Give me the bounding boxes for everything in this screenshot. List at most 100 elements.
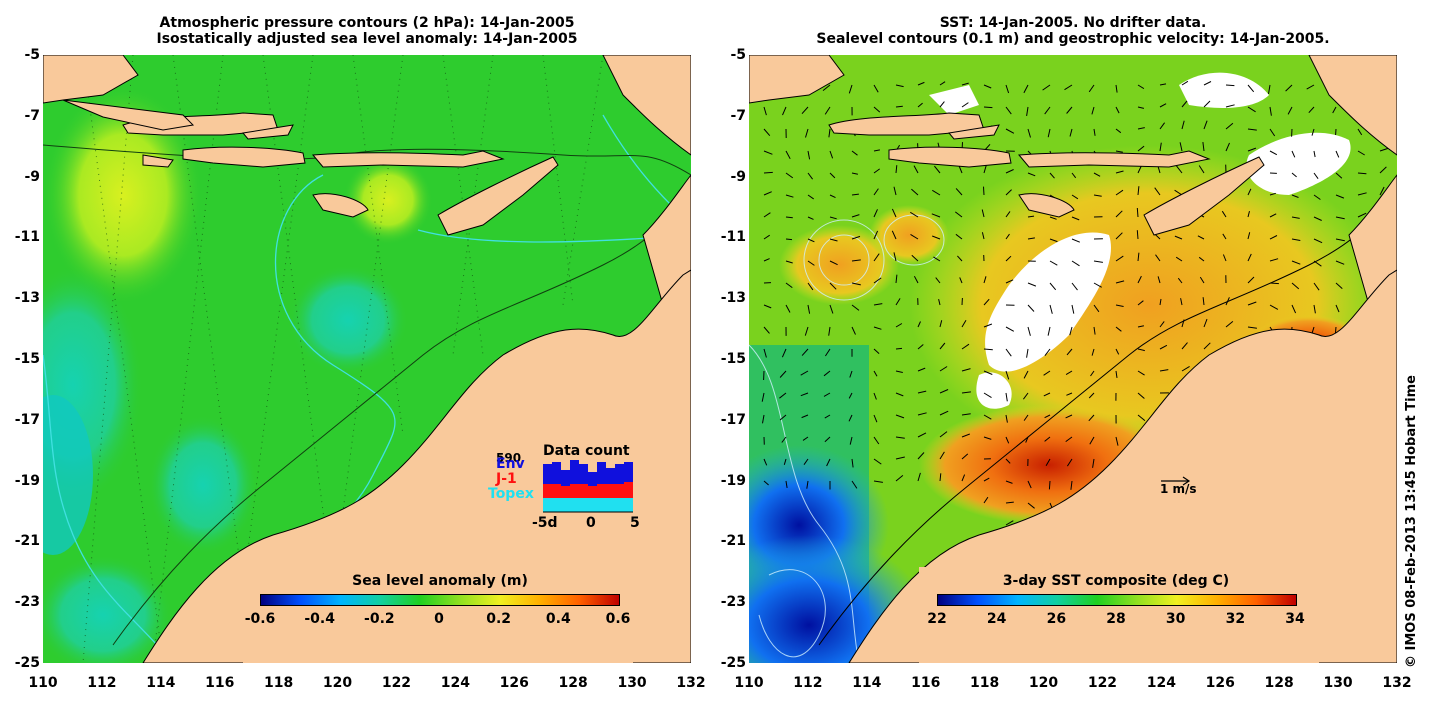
- velocity-arrow: [1027, 480, 1032, 489]
- velocity-arrow: [895, 475, 904, 482]
- lat-tick-label: -17: [14, 411, 40, 428]
- velocity-arrow: [873, 230, 879, 240]
- velocity-arrow: [935, 277, 941, 284]
- velocity-arrow: [806, 480, 809, 489]
- hist-tick-end: 5: [630, 515, 640, 531]
- velocity-arrow: [1225, 122, 1234, 130]
- histogram-bar-segment: [597, 498, 606, 512]
- velocity-arrow: [895, 298, 901, 306]
- velocity-arrow: [1291, 282, 1300, 290]
- velocity-arrow: [1090, 370, 1095, 377]
- velocity-arrow: [983, 477, 990, 482]
- velocity-arrow: [895, 323, 903, 328]
- velocity-arrow: [939, 342, 946, 350]
- velocity-arrow: [1071, 216, 1080, 221]
- velocity-arrow: [1247, 210, 1250, 218]
- velocity-arrow: [785, 238, 793, 241]
- java-island: [749, 55, 845, 104]
- velocity-arrow: [807, 172, 814, 180]
- velocity-arrow: [911, 254, 919, 262]
- velocity-arrow: [761, 392, 765, 402]
- velocity-arrow: [1332, 106, 1337, 114]
- velocity-arrow: [851, 458, 854, 468]
- legend-env: Env: [496, 456, 525, 472]
- velocity-arrow: [895, 436, 905, 439]
- velocity-arrow: [1115, 348, 1120, 355]
- velocity-arrow: [1115, 326, 1122, 332]
- velocity-arrow: [1202, 297, 1205, 306]
- velocity-arrow: [983, 84, 992, 89]
- velocity-arrow: [1049, 216, 1057, 220]
- velocity-arrow: [1221, 210, 1227, 218]
- velocity-arrow: [1071, 260, 1080, 267]
- velocity-arrow: [1069, 128, 1073, 137]
- velocity-arrow: [763, 234, 770, 240]
- lon-tick-label: 130: [617, 675, 647, 691]
- colorbar-tick-label: 0.2: [486, 611, 512, 627]
- colorbar-tick-label: 32: [1225, 611, 1246, 627]
- velocity-arrow: [826, 458, 831, 467]
- velocity-arrow: [1181, 365, 1190, 372]
- southern-islands: [242, 124, 294, 140]
- velocity-arrow: [1026, 348, 1029, 358]
- velocity-arrow: [1225, 104, 1235, 108]
- velocity-arrow: [1005, 370, 1010, 380]
- velocity-arrow: [829, 216, 837, 220]
- velocity-arrow: [1042, 84, 1051, 91]
- velocity-arrow: [1203, 120, 1208, 130]
- velocity-arrow: [1269, 304, 1279, 310]
- velocity-arrow: [1335, 238, 1345, 242]
- colorbar-tick-label: -0.4: [304, 611, 335, 627]
- velocity-arrow: [917, 390, 927, 394]
- velocity-arrow: [873, 149, 880, 152]
- histogram-bar-segment: [624, 482, 633, 498]
- velocity-arrow: [873, 84, 879, 93]
- histogram-bar-segment: [588, 472, 597, 486]
- velocity-arrow: [1159, 142, 1162, 152]
- colorbar-tick-label: 26: [1046, 611, 1067, 627]
- velocity-arrow: [981, 209, 985, 218]
- histogram-bar-segment: [561, 486, 570, 498]
- velocity-arrow: [1247, 147, 1257, 152]
- histogram-bar-segment: [588, 486, 597, 498]
- velocity-arrow: [1005, 520, 1014, 526]
- velocity-arrow: [933, 256, 941, 262]
- velocity-arrow: [822, 84, 831, 91]
- velocity-arrow: [1027, 237, 1035, 240]
- lon-tick-label: 124: [1146, 675, 1176, 691]
- velocity-arrow: [1247, 84, 1255, 93]
- velocity-arrow: [1093, 194, 1102, 197]
- velocity-arrow: [763, 348, 767, 358]
- velocity-arrow: [1093, 128, 1096, 136]
- velocity-arrow: [800, 392, 809, 397]
- velocity-arrow: [785, 282, 793, 289]
- velocity-arrow: [917, 344, 924, 350]
- right-title: SST: 14-Jan-2005. No drifter data. Seale…: [749, 15, 1397, 47]
- velocity-arrow: [1222, 233, 1227, 240]
- data-count-histogram: [543, 460, 633, 513]
- velocity-arrow: [1291, 238, 1301, 241]
- velocity-arrow: [1005, 436, 1010, 444]
- velocity-arrow: [785, 260, 793, 264]
- velocity-arrow: [1198, 256, 1205, 262]
- lon-tick-label: 118: [970, 675, 1000, 691]
- velocity-arrow: [1306, 84, 1315, 90]
- lon-tick-label: 130: [1323, 675, 1353, 691]
- velocity-arrow: [851, 172, 858, 175]
- velocity-arrow: [1137, 414, 1146, 421]
- sea-level-anomaly-map[interactable]: [43, 55, 691, 663]
- velocity-arrow: [1179, 142, 1183, 152]
- histogram-bar-segment: [561, 498, 570, 512]
- velocity-arrow: [1335, 172, 1343, 179]
- velocity-arrow: [1049, 304, 1053, 314]
- velocity-arrow: [913, 275, 919, 284]
- velocity-arrow: [849, 436, 853, 445]
- velocity-arrow: [1137, 106, 1145, 109]
- legend-topex: Topex: [488, 486, 534, 502]
- velocity-arrow: [1027, 172, 1036, 177]
- velocity-arrow: [1027, 215, 1035, 218]
- sst-map[interactable]: [749, 55, 1397, 663]
- velocity-arrow: [939, 366, 948, 372]
- velocity-arrow: [895, 165, 898, 174]
- histogram-bar-segment: [579, 464, 588, 484]
